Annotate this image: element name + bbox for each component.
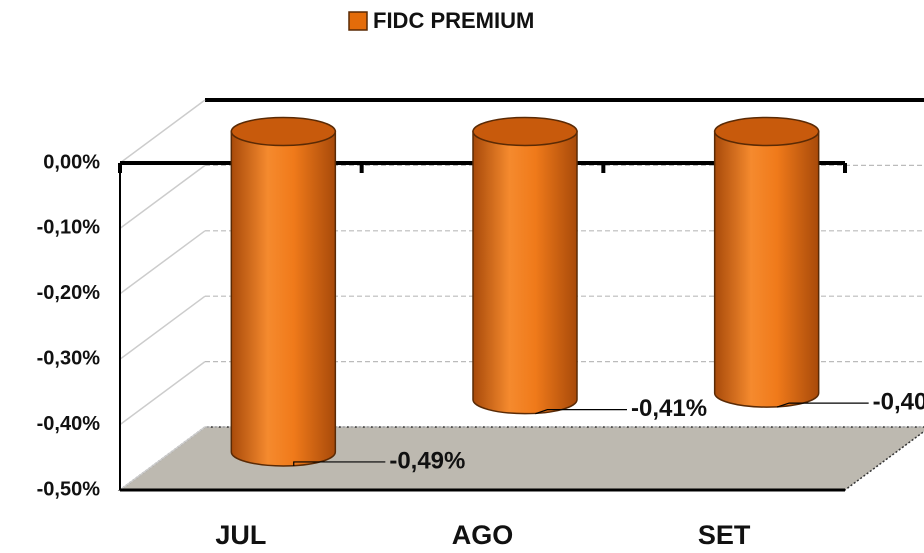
grid-diagonal — [119, 426, 206, 491]
y-tick-label: -0,40% — [37, 413, 101, 435]
value-label: -0,49% — [389, 447, 465, 474]
grid-diagonal — [119, 164, 206, 230]
cylinder-top — [230, 116, 337, 147]
cylinder — [713, 130, 820, 408]
cylinder — [230, 130, 337, 467]
cylinder — [472, 130, 578, 415]
x-tick-label: SET — [698, 520, 751, 550]
y-tick-label: -0,30% — [37, 347, 101, 369]
legend-swatch — [348, 11, 368, 31]
x-tick-label: AGO — [452, 520, 514, 550]
leader-line — [776, 402, 869, 408]
y-tick-label: -0,10% — [37, 217, 101, 239]
leader-line — [535, 409, 627, 415]
grid-diagonal — [119, 295, 206, 360]
y-tick-label: -0,50% — [37, 478, 101, 500]
y-tick-label: -0,20% — [37, 282, 101, 304]
cylinder-top — [713, 116, 820, 147]
value-label: -0,40% — [873, 388, 924, 415]
leader-line — [293, 461, 386, 466]
x-tick-label: JUL — [215, 520, 266, 550]
grid-diagonal — [119, 230, 206, 295]
value-label: -0,41% — [631, 395, 707, 422]
legend-label: FIDC PREMIUM — [373, 8, 534, 33]
grid-diagonal — [119, 360, 206, 426]
cylinder-top — [472, 116, 578, 147]
grid-diagonal — [119, 99, 206, 164]
y-tick-label: 0,00% — [43, 151, 100, 173]
